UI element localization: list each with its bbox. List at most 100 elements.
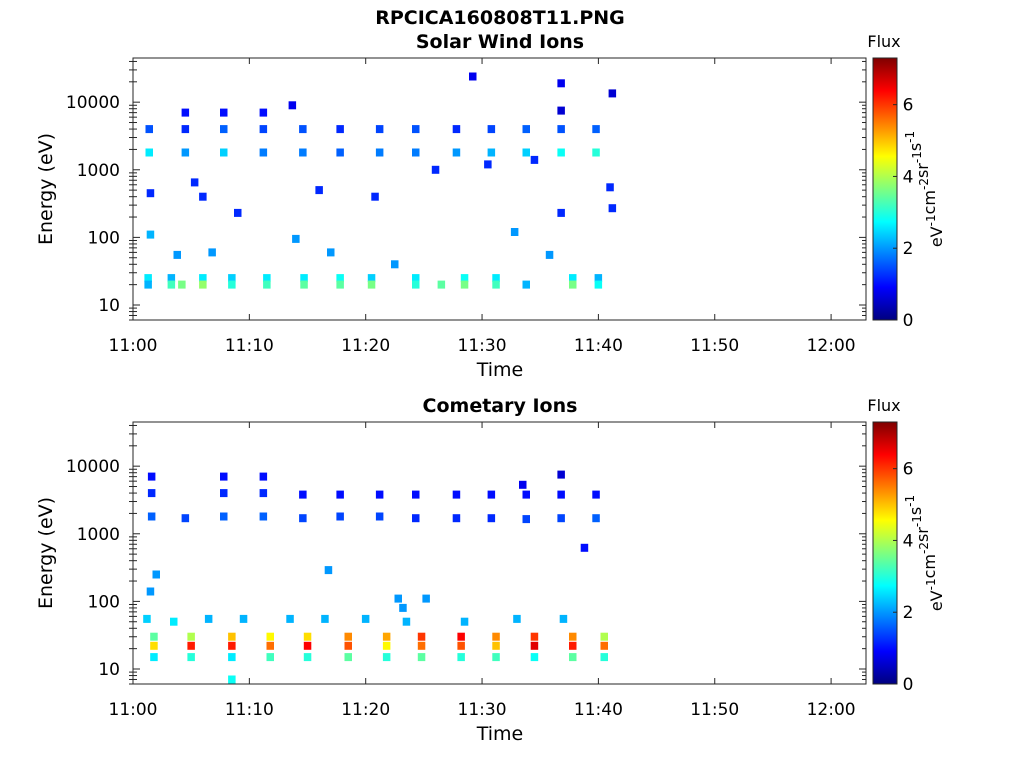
spectrogram-layer: [143, 470, 608, 684]
colorbar-tick-label: 6: [903, 96, 914, 116]
spectrogram-cell: [220, 148, 228, 157]
spectrogram-cell: [452, 490, 461, 499]
spectrogram-cell: [412, 514, 420, 523]
colorbar-ticks: 0 2 4 6: [893, 96, 913, 331]
spectrogram-cell: [143, 614, 151, 623]
x-tick-label: 11:10: [225, 700, 274, 720]
y-tick-label: 100: [88, 592, 120, 612]
spectrogram-cell: [545, 250, 554, 259]
spectrogram-cell: [199, 280, 207, 289]
y-axis-label: Energy (eV): [35, 133, 57, 245]
spectrogram-cell: [510, 228, 519, 236]
unit-base: sr: [913, 527, 932, 542]
colorbar-tick-label: 0: [903, 675, 914, 695]
spectrogram-cell: [522, 490, 530, 499]
spectrogram-cell: [557, 79, 565, 88]
x-tick-label: 11:30: [458, 336, 507, 356]
spectrogram-cell: [484, 160, 492, 169]
spectrogram-cell: [199, 274, 207, 283]
spectrogram-cell: [208, 248, 216, 257]
spectrogram-cell: [228, 641, 236, 650]
spectrogram-cell: [147, 512, 156, 521]
y-axis: 10 100 1000 10000: [66, 60, 866, 321]
spectrogram-cell: [336, 280, 344, 289]
unit-base: cm: [920, 554, 939, 578]
spectrogram-cell: [492, 641, 500, 650]
spectrogram-cell: [417, 641, 426, 650]
spectrogram-cell: [367, 280, 376, 289]
spectrogram-cell: [239, 614, 248, 623]
spectrogram-cell: [394, 594, 402, 603]
spectrogram-cell: [220, 472, 228, 481]
unit-exponent: -1: [924, 214, 938, 226]
unit-exponent: -1: [924, 578, 938, 590]
spectrogram-cell: [592, 148, 600, 157]
spectrogram-cell: [150, 653, 158, 662]
spectrogram-cell: [315, 186, 323, 195]
spectrogram-cell: [592, 125, 600, 134]
plot-frame: [132, 421, 867, 685]
plot-frame: [132, 57, 867, 321]
colorbar-ticks: 0 2 4 6: [893, 460, 913, 695]
spectrogram-cell: [150, 632, 158, 641]
spectrogram-cell: [569, 274, 577, 283]
unit-base: s: [906, 507, 925, 515]
spectrogram-cell: [569, 641, 577, 650]
spectrogram-cell: [228, 274, 236, 283]
spectrogram-cell: [167, 274, 176, 283]
spectrogram-cell: [321, 614, 329, 623]
spectrogram-cell: [569, 632, 577, 641]
spectrogram-cell: [412, 148, 420, 157]
spectrogram-cell: [336, 148, 344, 157]
spectrogram-cell: [557, 514, 565, 523]
unit-base: eV: [927, 590, 946, 611]
spectrogram-cell: [173, 250, 181, 259]
spectrogram-cell: [375, 148, 384, 157]
spectrogram-cell: [228, 632, 236, 641]
spectrogram-cell: [187, 641, 195, 650]
spectrogram-cell: [608, 89, 617, 98]
unit-exponent: -1: [903, 131, 917, 143]
y-axis-label: Energy (eV): [35, 497, 57, 609]
spectrogram-cell: [600, 653, 608, 662]
spectrogram-cell: [266, 632, 274, 641]
spectrogram-cell: [592, 514, 600, 523]
spectrogram-cell: [382, 632, 391, 641]
spectrogram-cell: [492, 274, 500, 283]
y-tick-label: 1000: [77, 525, 120, 545]
spectrogram-cell: [513, 614, 521, 623]
spectrogram-cell: [178, 280, 186, 289]
spectrogram-cell: [292, 234, 300, 243]
spectrogram-cell: [303, 641, 312, 650]
spectrogram-cell: [228, 280, 236, 289]
spectrogram-cell: [487, 148, 496, 157]
colorbar-tick-label: 2: [903, 239, 914, 259]
spectrogram-cell: [457, 632, 465, 641]
spectrogram-cell: [530, 632, 539, 641]
x-tick-label: 12:00: [807, 700, 856, 720]
spectrogram-cell: [569, 653, 577, 662]
spectrogram-cell: [181, 514, 190, 523]
spectrogram-cell: [181, 108, 190, 117]
spectrogram-cell: [344, 641, 352, 650]
spectrogram-cell: [492, 632, 500, 641]
x-axis: 11:00 11:10 11:20 11:30 11:40 11:50 12:00: [109, 58, 856, 356]
panel-title: Solar Wind Ions: [416, 31, 584, 53]
spectrogram-cell: [452, 125, 461, 134]
spectrogram-cell: [299, 125, 307, 134]
spectrogram-cell: [299, 514, 307, 523]
spectrogram-cell: [344, 653, 352, 662]
spectrogram-cell: [375, 512, 384, 521]
panel-title: Cometary Ions: [423, 395, 578, 417]
spectrogram-cell: [522, 515, 530, 524]
spectrogram-cell: [382, 641, 391, 650]
spectrogram-cell: [220, 489, 228, 498]
spectrogram-cell: [375, 490, 384, 499]
unit-exponent: -1: [903, 495, 917, 507]
spectrogram-cell: [361, 614, 370, 623]
spectrogram-cell: [259, 512, 268, 521]
spectrogram-cell: [167, 280, 176, 289]
spectrogram-cell: [204, 614, 213, 623]
spectrogram-cell: [259, 108, 268, 117]
